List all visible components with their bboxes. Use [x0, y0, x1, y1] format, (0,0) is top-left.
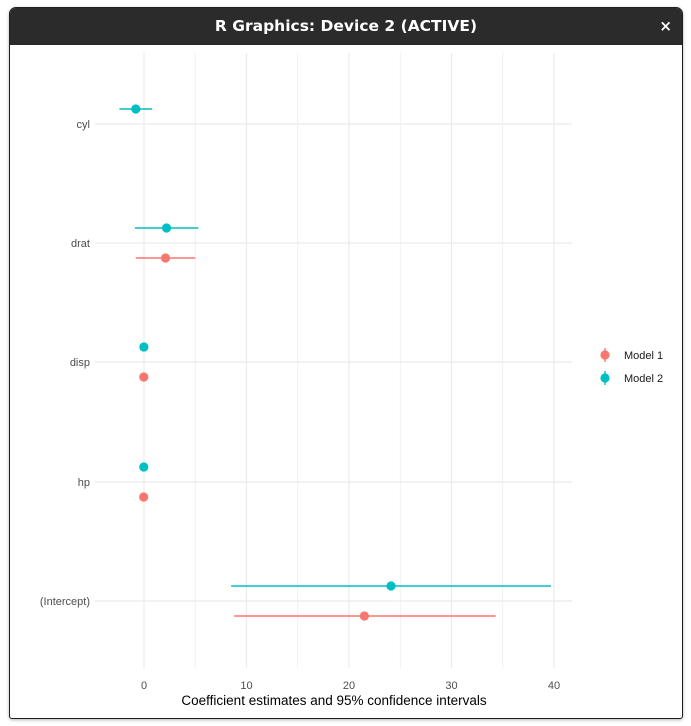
y-tick-label: hp [78, 477, 90, 489]
legend-key-point [600, 373, 610, 383]
legend-label: Model 1 [624, 350, 663, 362]
x-axis-labels: 0 10 20 30 40 [141, 680, 560, 692]
point-estimate [131, 104, 141, 114]
point-estimate [359, 611, 369, 621]
point-estimate [139, 342, 149, 352]
point-estimate [139, 462, 149, 472]
window-title: R Graphics: Device 2 (ACTIVE) [214, 17, 478, 35]
r-graphics-window: R Graphics: Device 2 (ACTIVE) × cyl drat d… [9, 7, 683, 719]
x-tick-label: 40 [548, 680, 560, 692]
x-tick-label: 30 [445, 680, 457, 692]
point-estimate [386, 581, 396, 591]
y-tick-label: drat [71, 238, 90, 250]
title-bar[interactable]: R Graphics: Device 2 (ACTIVE) × [10, 8, 682, 45]
plot-marks [119, 104, 551, 621]
point-estimate [161, 223, 172, 233]
y-tick-label: disp [70, 357, 90, 369]
plot-grid [95, 53, 572, 668]
y-tick-label: (Intercept) [40, 596, 90, 608]
x-axis-title: Coefficient estimates and 95% confidence… [181, 693, 486, 708]
point-estimate [139, 372, 149, 382]
y-axis-labels: cyl drat disp hp (Intercept) [40, 119, 90, 608]
point-estimate [160, 253, 171, 263]
x-tick-label: 10 [240, 680, 252, 692]
point-estimate [139, 492, 149, 502]
coefficient-plot: cyl drat disp hp (Intercept) 0 10 20 30 40 Coeff… [40, 53, 663, 708]
legend: Model 1 Model 2 [600, 348, 663, 385]
legend-label: Model 2 [624, 373, 663, 385]
x-tick-label: 20 [343, 680, 355, 692]
x-tick-label: 0 [141, 680, 147, 692]
legend-key-point [600, 350, 610, 360]
y-tick-label: cyl [77, 119, 90, 131]
close-icon[interactable]: × [659, 17, 672, 35]
